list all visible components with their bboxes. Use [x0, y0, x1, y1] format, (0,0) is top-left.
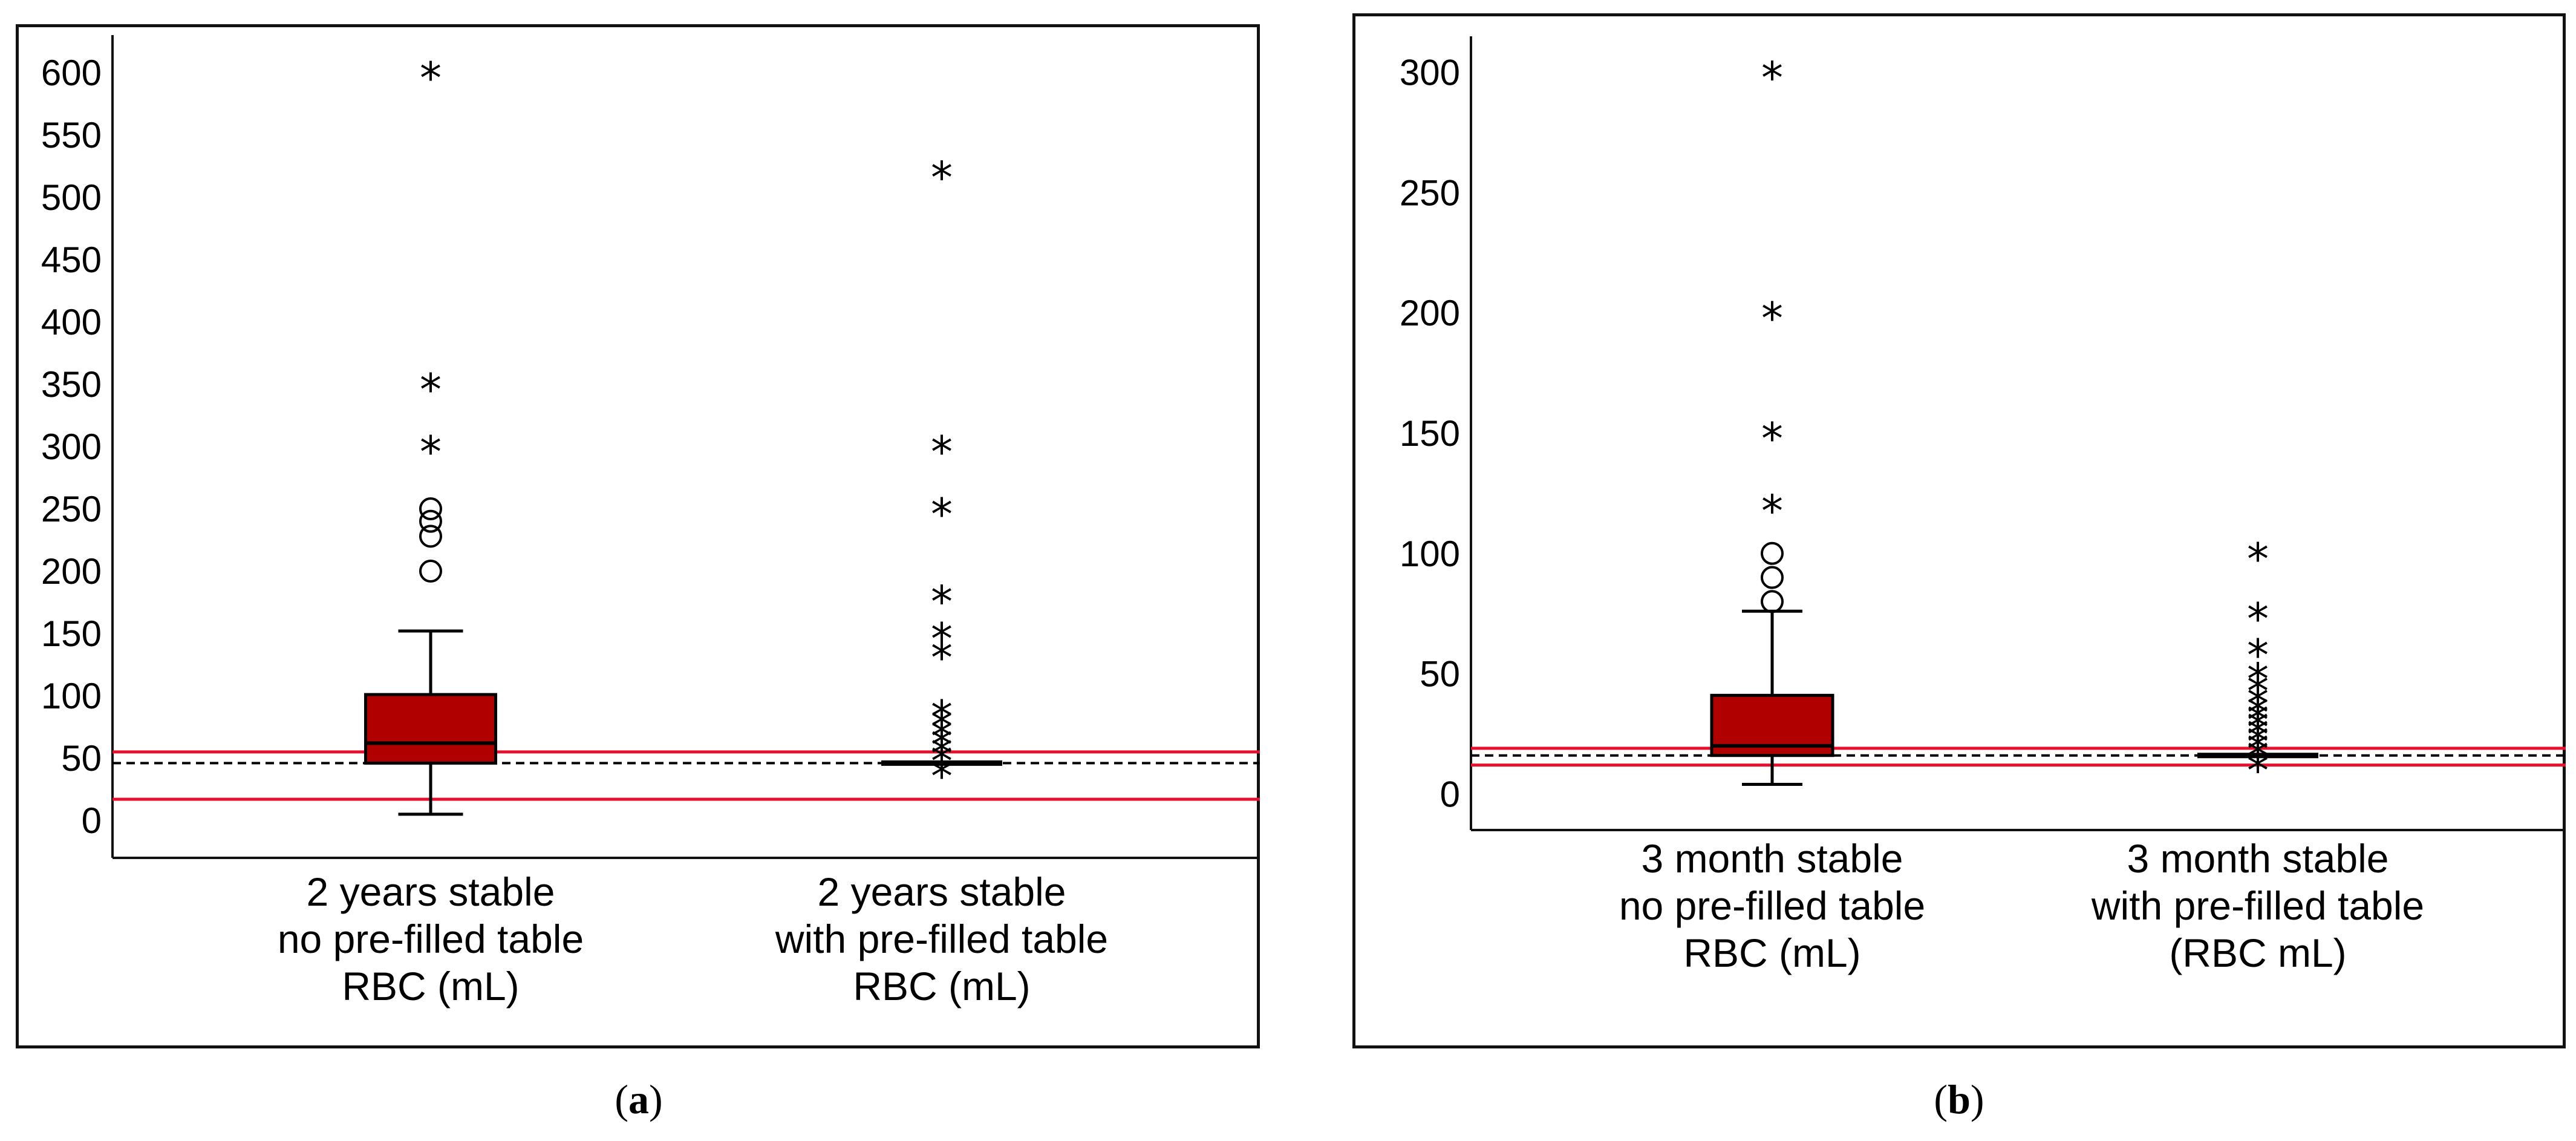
panel-b-box-1-outlier-circle	[1761, 566, 1784, 589]
panel-a-box-2-outlier-star: *	[931, 751, 953, 802]
panel-b-box-1-outlier-star: *	[1761, 293, 1783, 344]
panel-a-box-2-category-label: with pre-filled table	[775, 917, 1108, 961]
panel-b-y-tick-label: 100	[1400, 534, 1460, 574]
panel-a-y-tick-label: 50	[61, 738, 102, 779]
panel-a-box-2-category-label: 2 years stable	[818, 869, 1066, 914]
panel-a-box-1-outlier-circle	[419, 509, 442, 533]
panel-b-box-2-outlier-star: *	[2247, 709, 2269, 760]
panel-a-box-2-outlier-star: *	[931, 152, 953, 203]
panel-b-box-1-outlier-star: *	[1761, 485, 1783, 536]
panel-b-box-2-outlier-star: *	[2247, 678, 2269, 728]
panel-a-box-2-outlier-star: *	[931, 711, 953, 762]
panel-b-y-tick-label: 200	[1400, 293, 1460, 333]
panel-a-box-2-outlier-star: *	[931, 489, 953, 540]
panel-b-box-2-outlier-star: *	[2247, 654, 2269, 705]
panel-b-box-1-outlier-circle	[1761, 590, 1784, 613]
panel-b-box-2-category-label: (RBC mL)	[2169, 930, 2346, 975]
panel-a-box-2-outlier-star: *	[931, 719, 953, 770]
panel-b-box-1-outlier-circle	[1761, 541, 1784, 565]
panel-b-box-2-outlier-star: *	[2247, 724, 2269, 774]
panel-a-box-1-category-label: RBC (mL)	[342, 964, 519, 1009]
panel-b-box-2-outlier-star: *	[2247, 695, 2269, 745]
panel-a-y-tick-label: 100	[41, 676, 102, 716]
panel-b-box-2-outlier-star: *	[2247, 745, 2269, 796]
panel-b-frame	[1352, 13, 2566, 1048]
panel-b-box-1-category-label: RBC (mL)	[1683, 930, 1860, 975]
panel-a-box-1-category-label: 2 years stable	[307, 869, 555, 914]
panel-b-y-tick-label: 150	[1400, 413, 1460, 454]
panel-a-box-1-outlier-star: *	[420, 427, 442, 477]
panel-b-y-tick-label: 50	[1420, 654, 1460, 695]
panel-b-box-2-category-label: 3 month stable	[2127, 836, 2389, 881]
panel-a-y-tick-label: 550	[41, 115, 102, 155]
panel-a-y-tick-label: 300	[41, 427, 102, 467]
panel-a-y-tick-label: 0	[82, 800, 102, 841]
panel-b-box-2-outlier-star: *	[2247, 731, 2269, 782]
panel-a-box-2-outlier-star: *	[931, 736, 953, 786]
panel-a-box-2-outlier-star: *	[931, 427, 953, 477]
panel-a-box-1-outlier-circle	[419, 525, 442, 548]
panel-b-box-2-outlier-star: *	[2247, 593, 2269, 644]
panel-b-box-1-outlier-star: *	[1761, 53, 1783, 103]
panel-b-y-tick-label: 0	[1440, 774, 1460, 814]
panel-a-y-tick-label: 600	[41, 53, 102, 93]
panel-a-box-1-iqr-box	[364, 693, 497, 765]
panel-b-label: (b)	[1934, 1076, 1984, 1122]
panel-b-box-2-outlier-star: *	[2247, 534, 2269, 584]
panel-a-y-tick-label: 500	[41, 177, 102, 218]
panel-a-box-2-outlier-star: *	[931, 632, 953, 683]
panel-a-frame	[16, 24, 1260, 1048]
panel-a-box-1-outlier-circle	[419, 497, 442, 521]
panel-a-y-tick-label: 400	[41, 302, 102, 342]
panel-a-box-1-outlier-circle	[419, 560, 442, 583]
panel-b-box-2-outlier-star: *	[2247, 665, 2269, 716]
panel-b-box-2-outlier-star: *	[2247, 702, 2269, 753]
panel-a-y-tick-label: 450	[41, 240, 102, 280]
panel-b-box-1-category-label: 3 month stable	[1642, 836, 1903, 881]
panel-a-box-2-outlier-star: *	[931, 701, 953, 751]
panel-a-box-1-category-label: no pre-filled table	[278, 917, 584, 961]
panel-a-y-tick-label: 200	[41, 551, 102, 592]
panel-b-box-2-outlier-star: *	[2247, 630, 2269, 681]
panel-a-label: (a)	[615, 1076, 662, 1122]
panel-a-y-tick-label: 250	[41, 489, 102, 529]
panel-a-box-1-outlier-star: *	[420, 53, 442, 103]
panel-b-y-tick-label: 250	[1400, 172, 1460, 213]
panel-b-box-1-category-label: no pre-filled table	[1619, 883, 1925, 928]
panel-b-box-2-outlier-star: *	[2247, 716, 2269, 767]
panel-a-box-1-outlier-star: *	[420, 364, 442, 415]
panel-b-box-2-category-label: with pre-filled table	[2091, 883, 2424, 928]
panel-a-box-2-outlier-star: *	[931, 576, 953, 627]
panel-a-box-2-category-label: RBC (mL)	[853, 964, 1030, 1009]
panel-b-box-1-outlier-star: *	[1761, 413, 1783, 464]
panel-a-box-2-outlier-star: *	[931, 728, 953, 779]
panel-a-y-tick-label: 350	[41, 364, 102, 405]
panel-a-y-tick-label: 150	[41, 613, 102, 654]
panel-a-box-2-outlier-star: *	[931, 613, 953, 664]
panel-a-box-2-outlier-star: *	[931, 691, 953, 742]
panel-b-box-2-outlier-star: *	[2247, 687, 2269, 738]
panel-b-y-tick-label: 300	[1400, 53, 1460, 93]
